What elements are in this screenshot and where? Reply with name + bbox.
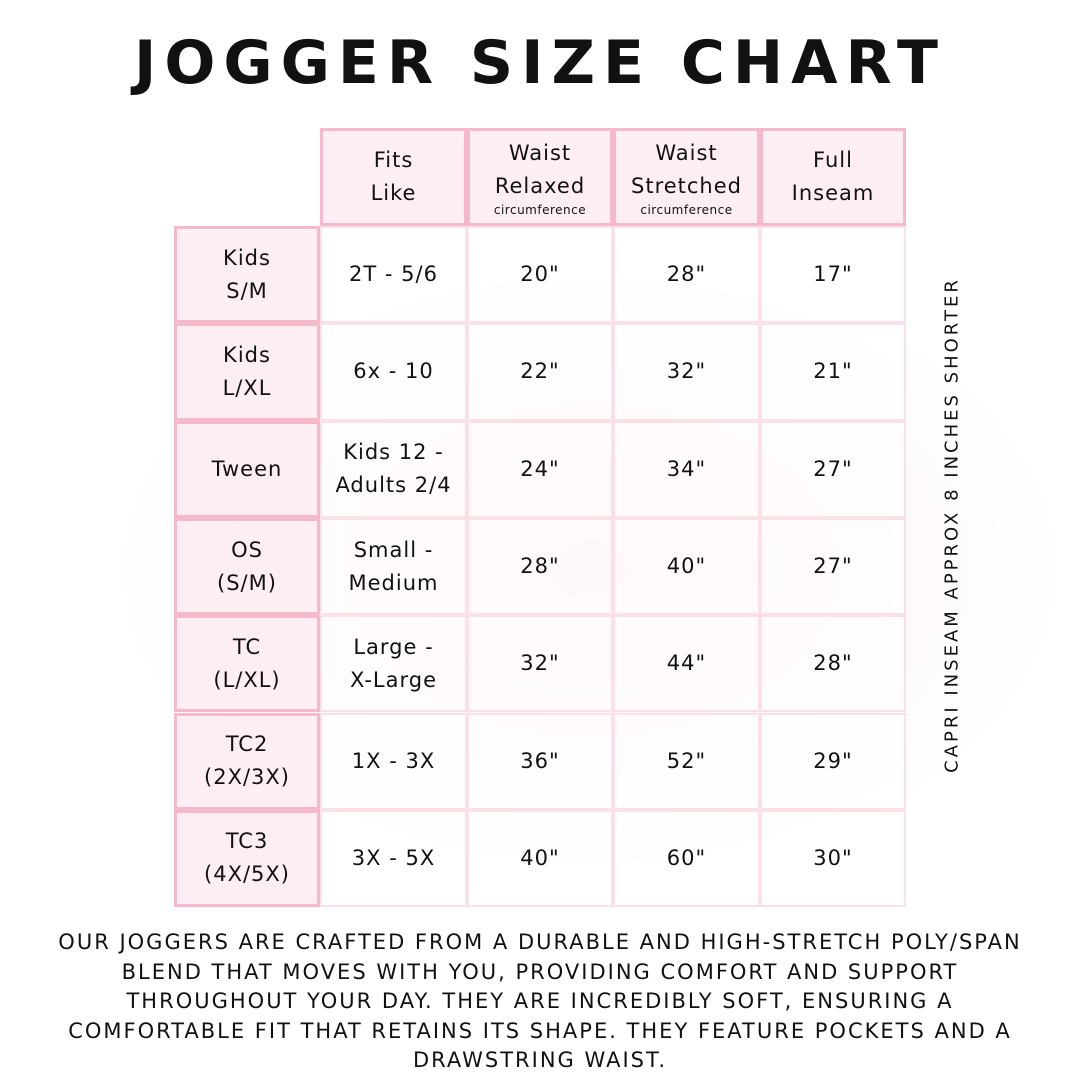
cell-text: 44" xyxy=(666,651,707,676)
cell-text: 52" xyxy=(666,748,707,773)
cell-text: Small - xyxy=(353,537,434,562)
size-label: TC3 (4X/5X) xyxy=(174,809,320,908)
relaxed-cell: 40" xyxy=(467,809,613,908)
inseam-cell: 29" xyxy=(760,712,906,810)
cell-text: 60" xyxy=(666,845,707,870)
size-label: TC (L/XL) xyxy=(174,615,320,713)
stretched-cell: 34" xyxy=(613,420,760,518)
fits-like-cell: 3X - 5X xyxy=(320,809,467,908)
inseam-cell: 27" xyxy=(760,420,906,518)
cell-text: 2T - 5/6 xyxy=(349,262,438,287)
cell-text: (4X/5X) xyxy=(204,862,290,887)
cell-text: (S/M) xyxy=(217,570,277,595)
cell-text: 6x - 10 xyxy=(353,359,434,384)
inseam-cell: 27" xyxy=(760,517,906,616)
cell-text: Kids xyxy=(223,245,271,270)
cell-text: 40" xyxy=(666,554,707,579)
size-label: OS (S/M) xyxy=(174,517,320,616)
cell-text: Waist xyxy=(508,141,572,165)
cell-text: 28" xyxy=(666,262,707,287)
fits-like-cell: Large - X-Large xyxy=(320,615,467,713)
cell-text: Fits xyxy=(373,148,414,172)
cell-text: 40" xyxy=(520,845,560,870)
cell-text: 21" xyxy=(813,359,853,384)
cell-text: 27" xyxy=(813,456,853,481)
inseam-cell: 30" xyxy=(760,809,906,908)
cell-text: Adults 2/4 xyxy=(335,473,452,498)
column-header: Fits Like xyxy=(320,128,467,226)
cell-text: 1X - 3X xyxy=(351,748,436,773)
relaxed-cell: 32" xyxy=(467,615,613,713)
cell-text: 20" xyxy=(520,262,560,287)
page-title: JOGGER SIZE CHART xyxy=(134,28,946,98)
cell-text: 3X - 5X xyxy=(351,845,436,870)
inseam-cell: 21" xyxy=(760,323,906,421)
capri-note: CAPRI INSEAM APPROX 8 INCHES SHORTER xyxy=(941,277,963,773)
inseam-cell: 28" xyxy=(760,615,906,713)
cell-text: Kids 12 - xyxy=(343,440,444,465)
cell-text: 32" xyxy=(520,651,560,676)
relaxed-cell: 24" xyxy=(467,420,613,518)
cell-text: TC xyxy=(232,634,262,659)
inseam-cell: 17" xyxy=(760,226,906,324)
relaxed-cell: 36" xyxy=(467,712,613,810)
cell-text: 30" xyxy=(813,845,853,870)
cell-text: Relaxed xyxy=(494,174,586,198)
stretched-cell: 40" xyxy=(613,517,760,616)
cell-text: TC2 xyxy=(225,732,269,757)
stretched-cell: 28" xyxy=(613,226,760,324)
cell-text: Stretched xyxy=(631,174,742,198)
column-header: Waist Stretched circumference xyxy=(613,128,760,226)
cell-text: 32" xyxy=(666,359,707,384)
cell-text: Inseam xyxy=(791,181,875,205)
column-header: Full Inseam xyxy=(760,128,906,226)
relaxed-cell: 20" xyxy=(467,226,613,324)
stretched-cell: 32" xyxy=(613,323,760,421)
size-label: Tween xyxy=(174,420,320,518)
cell-text: Like xyxy=(370,181,417,205)
cell-text: OS xyxy=(231,537,263,562)
product-description: Our joggers are crafted from a durable a… xyxy=(58,930,1022,1072)
cell-text: 24" xyxy=(520,456,560,481)
cell-text: Waist xyxy=(655,141,718,165)
fits-like-cell: 6x - 10 xyxy=(320,323,467,421)
cell-text: TC3 xyxy=(225,829,269,854)
cell-text: Kids xyxy=(223,342,271,367)
cell-text: 17" xyxy=(813,262,853,287)
column-header: Waist Relaxed circumference xyxy=(467,128,613,226)
relaxed-cell: 28" xyxy=(467,517,613,616)
fits-like-cell: 2T - 5/6 xyxy=(320,226,467,324)
cell-text: S/M xyxy=(226,278,268,303)
cell-text: 29" xyxy=(813,748,853,773)
relaxed-cell: 22" xyxy=(467,323,613,421)
cell-text: Large - xyxy=(353,634,434,659)
cell-text: 27" xyxy=(813,554,853,579)
cell-text: Tween xyxy=(211,456,283,481)
cell-text: (L/XL) xyxy=(213,667,281,692)
cell-text: 34" xyxy=(666,456,707,481)
fits-like-cell: Small - Medium xyxy=(320,517,467,616)
fits-like-cell: Kids 12 - Adults 2/4 xyxy=(320,420,467,518)
size-label: TC2 (2X/3X) xyxy=(174,712,320,810)
cell-text: circumference xyxy=(640,203,733,217)
cell-text: X-Large xyxy=(349,667,437,692)
cell-text: Medium xyxy=(348,570,439,595)
cell-text: 28" xyxy=(813,651,853,676)
fits-like-cell: 1X - 3X xyxy=(320,712,467,810)
stretched-cell: 44" xyxy=(613,615,760,713)
cell-text: L/XL xyxy=(222,375,272,400)
cell-text: (2X/3X) xyxy=(204,765,290,790)
stretched-cell: 52" xyxy=(613,712,760,810)
cell-text: 22" xyxy=(520,359,560,384)
size-label: Kids S/M xyxy=(174,226,320,324)
cell-text: 36" xyxy=(520,748,560,773)
cell-text: circumference xyxy=(493,203,587,217)
stretched-cell: 60" xyxy=(613,809,760,908)
size-label: Kids L/XL xyxy=(174,323,320,421)
cell-text: 28" xyxy=(520,554,560,579)
cell-text: Full xyxy=(813,148,853,172)
